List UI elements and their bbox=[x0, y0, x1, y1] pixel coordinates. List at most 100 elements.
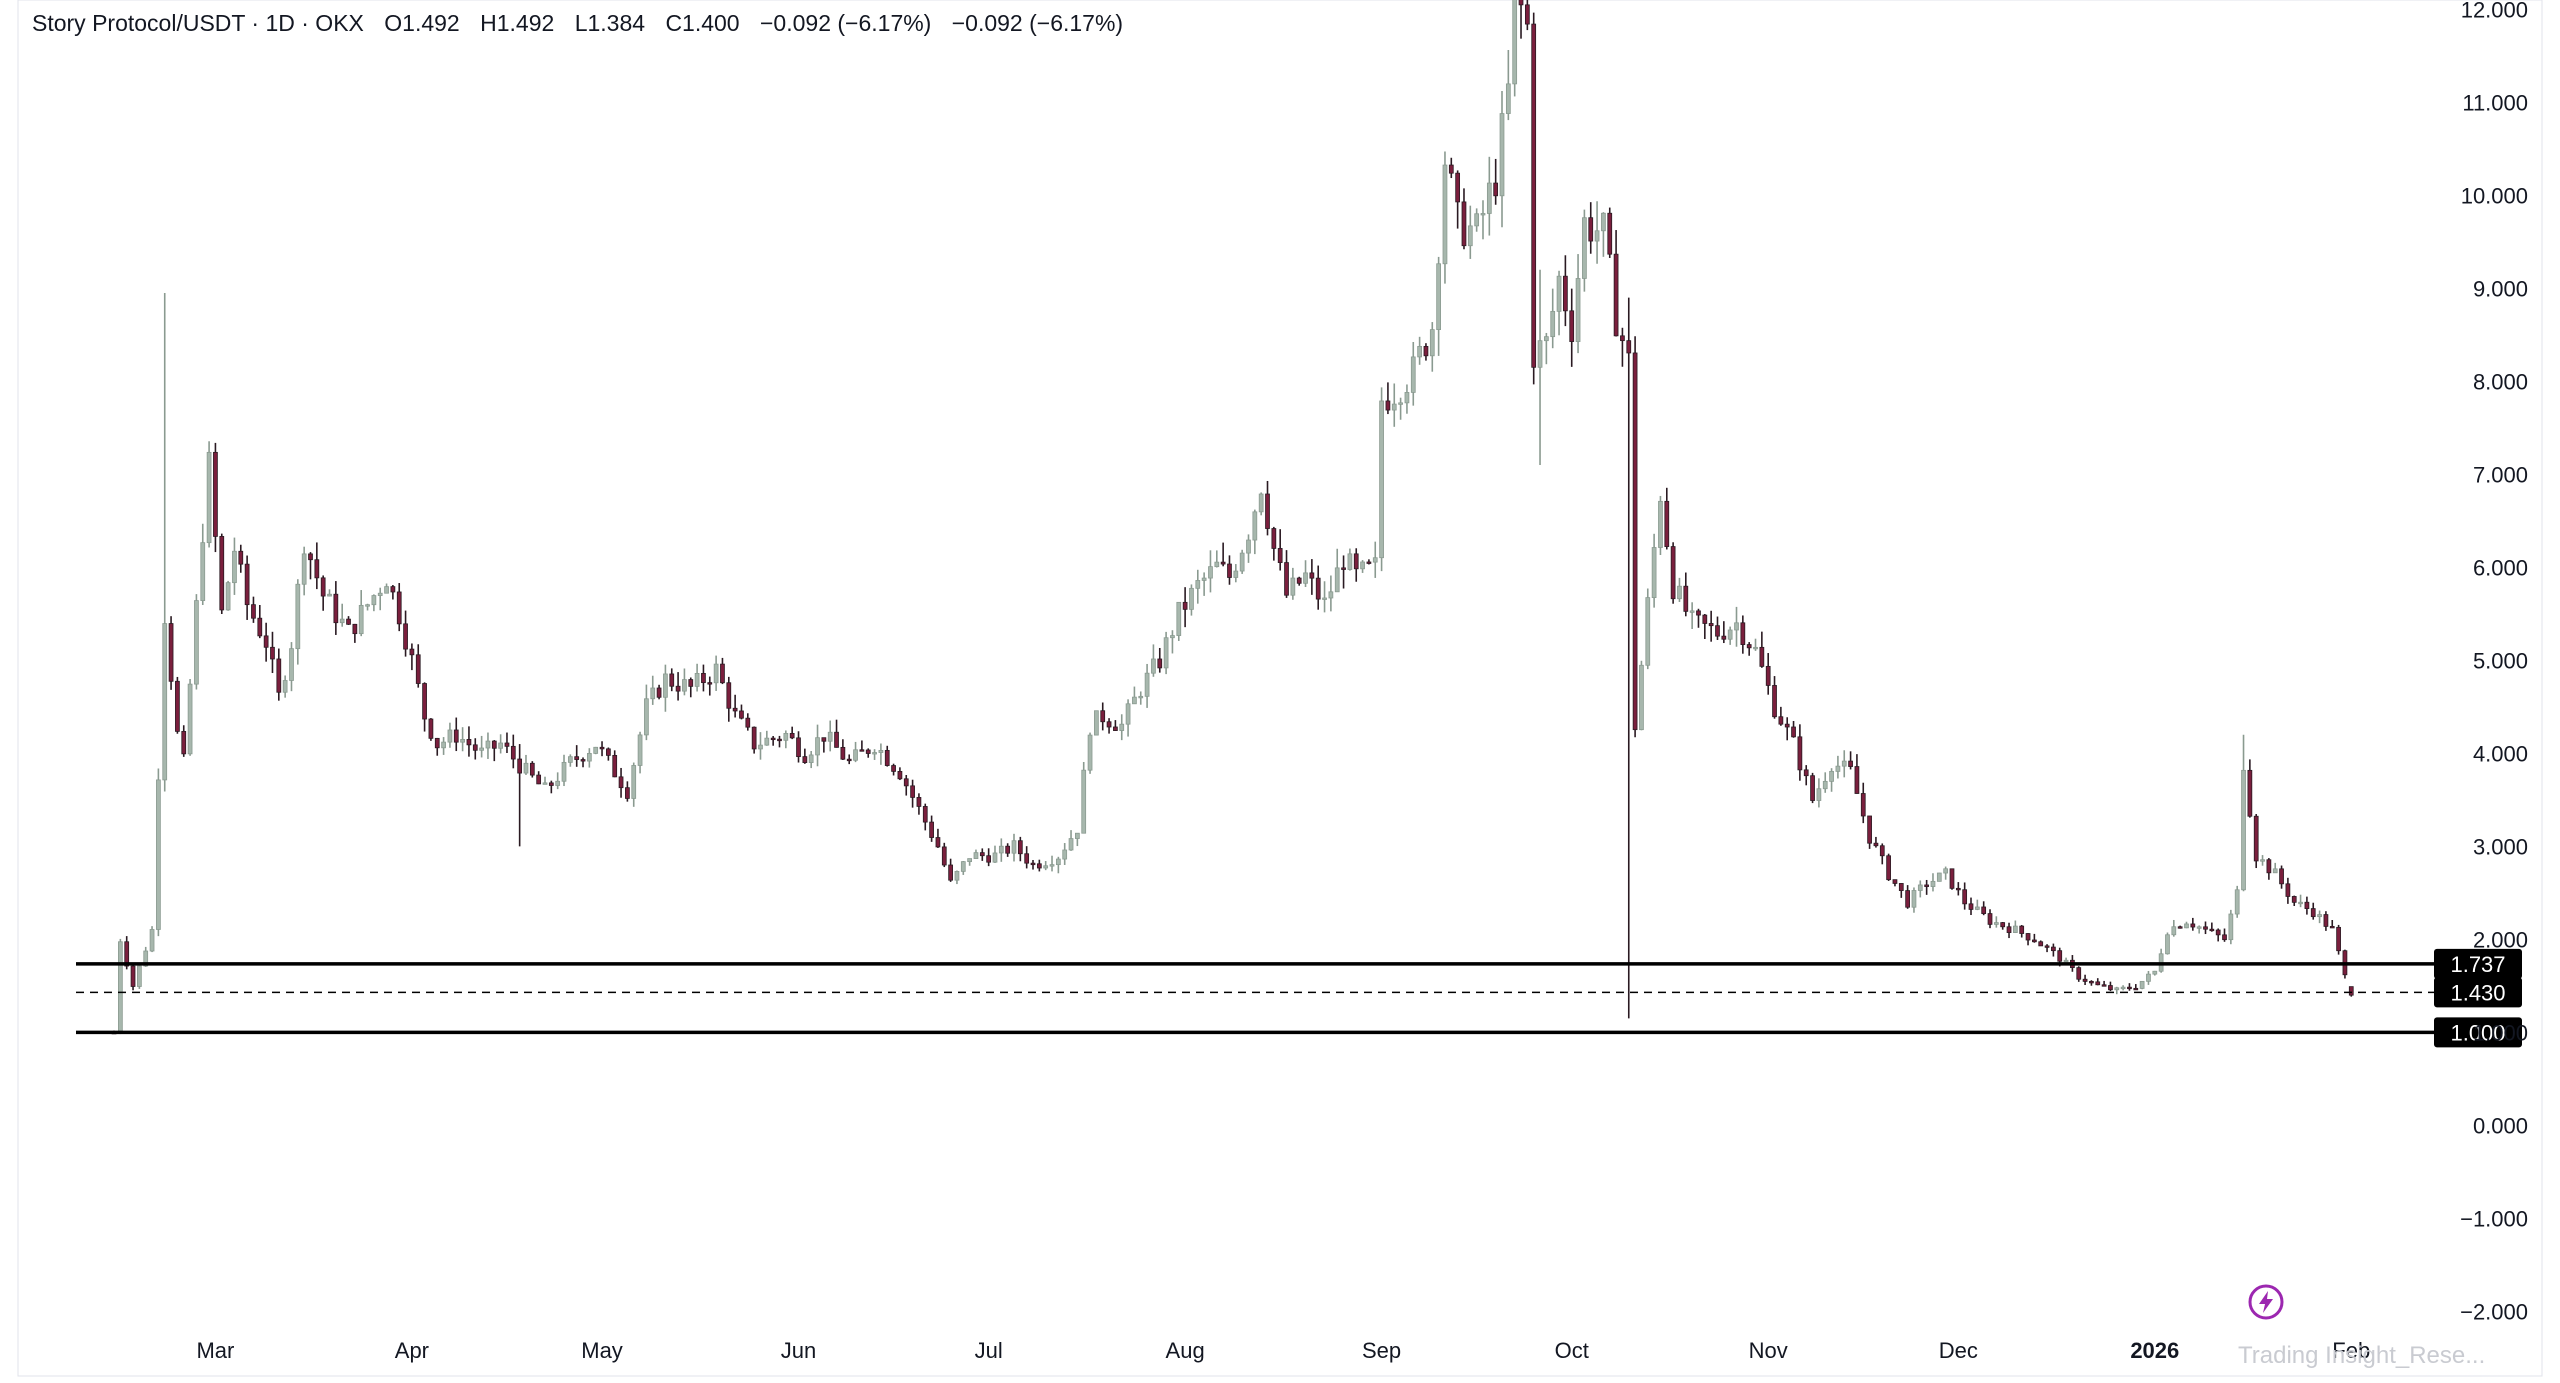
candles-group bbox=[111, 0, 2354, 1035]
ohlc-open: O1.492 bbox=[384, 10, 460, 36]
candle-body bbox=[606, 748, 611, 756]
watermark-text: Trading Insight_Rese... bbox=[2238, 1342, 2486, 1369]
candle-body bbox=[1835, 765, 1841, 772]
candle-body bbox=[2076, 967, 2082, 980]
candle-body bbox=[1474, 213, 1480, 227]
y-tick-label: 6.000 bbox=[2473, 555, 2528, 580]
candle-body bbox=[1258, 493, 1264, 513]
candle-body bbox=[504, 742, 510, 747]
candle-body bbox=[1176, 601, 1182, 636]
candle-body bbox=[726, 682, 732, 709]
candle-body bbox=[1784, 723, 1790, 728]
candle-body bbox=[1385, 400, 1391, 411]
candle-body bbox=[2171, 926, 2177, 936]
candle-body bbox=[1791, 726, 1796, 738]
candle-body bbox=[1239, 552, 1245, 572]
candle-body bbox=[2323, 914, 2329, 927]
price-line-badge bbox=[2434, 1017, 2522, 1048]
candle-body bbox=[295, 583, 301, 650]
lightning-icon[interactable] bbox=[2247, 1283, 2285, 1321]
candle-body bbox=[567, 756, 573, 763]
candle-body bbox=[897, 771, 903, 780]
candle-body bbox=[2253, 815, 2259, 862]
candle-body bbox=[1410, 356, 1416, 393]
candle-body bbox=[1810, 775, 1815, 801]
candle-body bbox=[1017, 840, 1023, 855]
candle-body bbox=[1214, 561, 1220, 568]
candle-body bbox=[2120, 986, 2126, 990]
ohlc-change-alt: −0.092 (−6.17%) bbox=[951, 10, 1124, 36]
ohlc-change: −0.092 (−6.17%) bbox=[760, 10, 932, 36]
candle-body bbox=[739, 710, 744, 719]
candle-body bbox=[130, 965, 136, 987]
candle-body bbox=[1246, 539, 1251, 554]
candle-body bbox=[637, 734, 643, 766]
candle-body bbox=[770, 737, 776, 741]
candle-body bbox=[1911, 890, 1917, 908]
candle-body bbox=[2184, 923, 2189, 929]
candle-body bbox=[1879, 845, 1885, 857]
candle-body bbox=[903, 778, 909, 787]
x-tick-label: Sep bbox=[1362, 1338, 1401, 1363]
candle-body bbox=[846, 758, 852, 762]
candle-body bbox=[1905, 890, 1910, 908]
time-axis[interactable]: Mar Apr May Jun Jul Aug Sep Oct Nov Dec 2026 Feb bbox=[196, 1338, 2370, 1363]
candle-body bbox=[2139, 980, 2145, 989]
candle-body bbox=[498, 742, 503, 749]
candle-body bbox=[916, 797, 922, 807]
candle-body bbox=[1734, 622, 1739, 631]
candle-body bbox=[339, 618, 345, 624]
candle-body bbox=[390, 586, 396, 593]
candle-body bbox=[1759, 646, 1765, 667]
candle-body bbox=[979, 852, 985, 857]
candle-body bbox=[314, 559, 320, 579]
candle-body bbox=[1696, 610, 1701, 616]
candle-body bbox=[2228, 913, 2234, 941]
candle-body bbox=[1537, 340, 1543, 368]
candle-body bbox=[2146, 973, 2151, 982]
candle-body bbox=[333, 593, 339, 624]
candle-body bbox=[998, 845, 1004, 854]
candle-body bbox=[1677, 585, 1682, 600]
candle-body bbox=[320, 577, 326, 597]
candle-body bbox=[1841, 760, 1847, 767]
candle-body bbox=[2082, 978, 2088, 982]
ohlc-close: C1.400 bbox=[665, 10, 740, 36]
candle-body bbox=[1949, 868, 1955, 889]
candle-body bbox=[2310, 908, 2316, 918]
y-tick-label: 11.000 bbox=[2462, 90, 2528, 115]
price-axis[interactable]: 12.000 11.000 10.000 9.000 8.000 7.000 6.000 5.… bbox=[2460, 0, 2528, 1324]
candle-body bbox=[2101, 984, 2107, 987]
candle-body bbox=[168, 623, 174, 682]
candle-body bbox=[1170, 635, 1175, 639]
candle-body bbox=[612, 754, 618, 778]
candle-body bbox=[1055, 858, 1061, 866]
candle-body bbox=[1036, 863, 1042, 869]
candle-body bbox=[1328, 591, 1334, 599]
price-line-label: 1.737 bbox=[2450, 952, 2505, 977]
candle-body bbox=[2095, 981, 2101, 986]
candle-body bbox=[1480, 213, 1486, 216]
candle-body bbox=[358, 604, 364, 635]
candle-body bbox=[2241, 769, 2246, 891]
candle-body bbox=[872, 752, 877, 755]
candle-body bbox=[2203, 926, 2208, 930]
symbol-title[interactable]: Story Protocol/USDT · 1D · OKX bbox=[32, 10, 364, 36]
candle-body bbox=[1797, 736, 1803, 771]
candle-body bbox=[232, 550, 237, 584]
x-tick-label: Jun bbox=[781, 1338, 816, 1363]
candle-body bbox=[1626, 340, 1632, 354]
candle-body bbox=[1715, 625, 1720, 637]
candle-body bbox=[789, 732, 795, 739]
candle-body bbox=[1803, 769, 1809, 777]
candle-body bbox=[732, 707, 738, 712]
candle-body bbox=[954, 871, 960, 881]
x-tick-label: Apr bbox=[395, 1338, 429, 1363]
candle-body bbox=[2019, 925, 2025, 934]
candle-body bbox=[1201, 577, 1207, 581]
candle-body bbox=[941, 846, 947, 866]
candle-body bbox=[1746, 644, 1752, 649]
candle-body bbox=[599, 746, 605, 750]
x-tick-label: Nov bbox=[1749, 1338, 1788, 1363]
